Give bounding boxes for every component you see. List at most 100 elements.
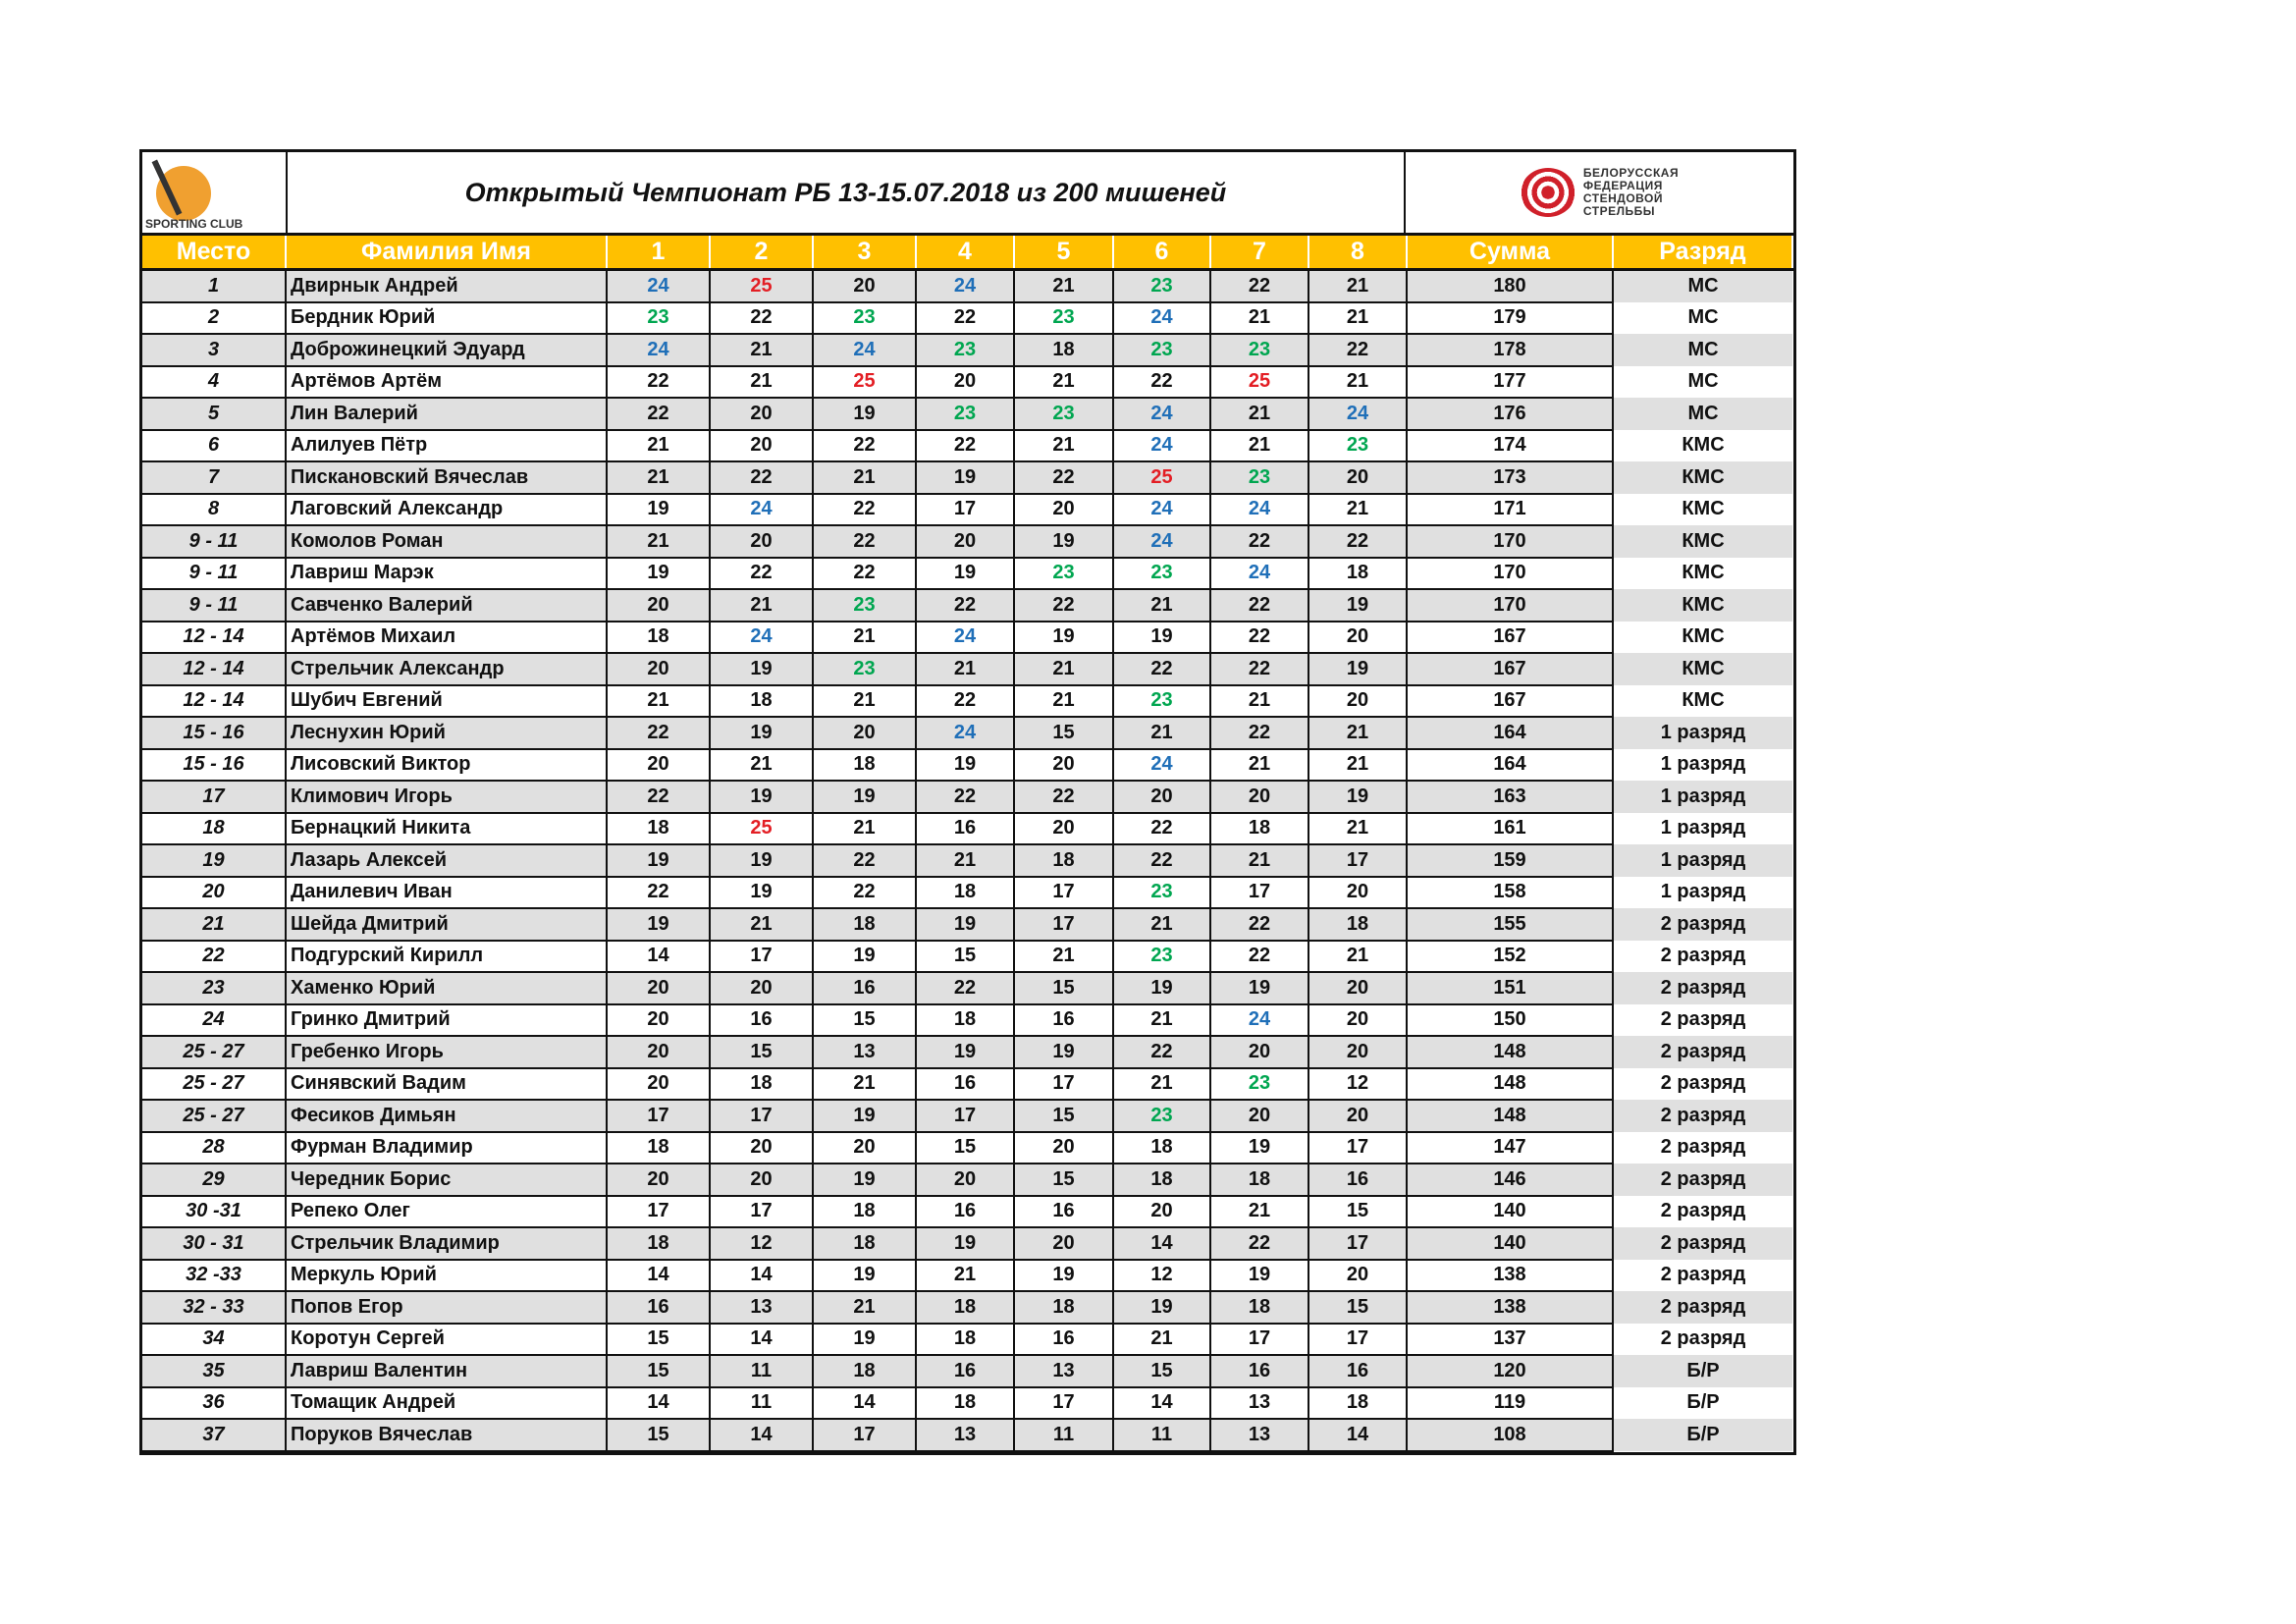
score-cell: 22 [1113, 1036, 1211, 1069]
name-cell: Бердник Юрий [286, 301, 608, 335]
score-cell: 25 [1210, 365, 1309, 399]
score-cell: 18 [813, 1227, 917, 1261]
score-cell: 22 [1113, 812, 1211, 845]
score-cell: 21 [916, 653, 1015, 686]
place-cell: 9 - 11 [142, 589, 287, 623]
score-cell: 14 [710, 1419, 814, 1452]
table-row: 9 - 11 Комолов Роман 21 20 22 20 19 24 22 22 170 КМ… [142, 525, 1792, 559]
table-row: 12 - 14 Стрельчик Александр 20 19 23 21 21 22 22… [142, 653, 1792, 686]
score-cell: 14 [607, 1386, 711, 1420]
score-cell: 19 [1014, 1036, 1114, 1069]
score-cell: 13 [1210, 1419, 1309, 1452]
score-cell: 17 [1308, 844, 1408, 878]
score-cell: 19 [813, 398, 917, 431]
score-cell: 20 [916, 365, 1015, 399]
place-cell: 37 [142, 1419, 287, 1452]
score-cell: 21 [813, 1291, 917, 1325]
score-cell: 21 [1113, 1003, 1211, 1037]
score-cell: 22 [1210, 908, 1309, 942]
score-cell: 20 [1308, 684, 1408, 718]
place-cell: 4 [142, 365, 287, 399]
rank-cell: МС [1687, 370, 1719, 393]
place-cell: 36 [142, 1386, 287, 1420]
score-cell: 21 [813, 812, 917, 845]
place-cell: 30 - 31 [142, 1227, 287, 1261]
name-cell: Гребенко Игорь [286, 1036, 608, 1069]
sum-cell: 173 [1407, 461, 1614, 495]
table-row: 2 Бердник Юрий 23 22 23 22 23 24 21 21 179 МС [142, 301, 1792, 335]
score-cell: 20 [1308, 621, 1408, 654]
sum-cell: 147 [1407, 1131, 1614, 1164]
score-cell: 19 [813, 940, 917, 973]
score-cell: 15 [1113, 1355, 1211, 1388]
score-cell: 15 [607, 1419, 711, 1452]
score-cell: 17 [607, 1100, 711, 1133]
score-cell: 20 [813, 269, 917, 303]
score-cell: 24 [710, 621, 814, 654]
sum-cell: 159 [1407, 844, 1614, 878]
sum-cell: 161 [1407, 812, 1614, 845]
table-row: 25 - 27 Фесиков Димьян 17 17 19 17 15 23 20 20 148… [142, 1100, 1792, 1133]
score-cell: 19 [1113, 621, 1211, 654]
score-cell: 21 [1113, 1323, 1211, 1356]
score-cell: 20 [1308, 461, 1408, 495]
table-row: 20 Данилевич Иван 22 19 22 18 17 23 17 20 158 1 раз… [142, 876, 1792, 909]
place-cell: 6 [142, 429, 287, 462]
score-cell: 25 [1113, 461, 1211, 495]
score-cell: 21 [916, 1259, 1015, 1292]
score-cell: 21 [1308, 301, 1408, 335]
score-cell: 22 [607, 365, 711, 399]
score-cell: 17 [710, 1100, 814, 1133]
score-cell: 17 [710, 940, 814, 973]
score-cell: 20 [607, 972, 711, 1005]
score-cell: 16 [916, 1067, 1015, 1101]
score-cell: 19 [1210, 972, 1309, 1005]
score-cell: 25 [710, 812, 814, 845]
score-cell: 15 [916, 940, 1015, 973]
score-cell: 11 [710, 1386, 814, 1420]
target-icon [1520, 168, 1575, 217]
score-cell: 23 [813, 653, 917, 686]
sun-shape-icon [156, 166, 211, 221]
name-cell: Бернацкий Никита [286, 812, 608, 845]
table-row: 4 Артёмов Артём 22 21 25 20 21 22 25 21 177 МС [142, 365, 1792, 399]
name-cell: Попов Егор [286, 1291, 608, 1325]
score-cell: 19 [813, 1323, 917, 1356]
table-row: 15 - 16 Лисовский Виктор 20 21 18 19 20 24 21 21 1… [142, 748, 1792, 782]
score-cell: 22 [607, 876, 711, 909]
score-cell: 22 [813, 525, 917, 559]
score-cell: 20 [1308, 972, 1408, 1005]
score-cell: 19 [813, 781, 917, 814]
score-cell: 18 [1308, 557, 1408, 590]
score-cell: 22 [916, 429, 1015, 462]
place-cell: 15 - 16 [142, 717, 287, 750]
sum-cell: 148 [1407, 1100, 1614, 1133]
sporting-club-logo-text: SPORTING CLUB [145, 217, 243, 231]
score-cell: 20 [607, 1164, 711, 1197]
score-cell: 20 [710, 1131, 814, 1164]
score-cell: 22 [916, 589, 1015, 623]
place-cell: 12 - 14 [142, 653, 287, 686]
score-cell: 20 [607, 589, 711, 623]
score-cell: 21 [1308, 940, 1408, 973]
score-cell: 19 [916, 748, 1015, 782]
rank-cell: 1 разряд [1613, 781, 1792, 813]
table-row: 8 Лаговский Александр 19 24 22 17 20 24 24 21 171 К… [142, 493, 1792, 526]
score-cell: 20 [1308, 876, 1408, 909]
score-cell: 21 [1014, 429, 1114, 462]
column-header-series-5: 5 [1014, 236, 1114, 271]
score-cell: 21 [1113, 1067, 1211, 1101]
score-cell: 17 [1210, 876, 1309, 909]
table-row: 32 - 33 Попов Егор 16 13 21 18 18 19 18 15 138 2 ра… [142, 1291, 1792, 1325]
score-cell: 20 [1113, 781, 1211, 814]
score-cell: 15 [1014, 972, 1114, 1005]
score-cell: 22 [916, 972, 1015, 1005]
score-cell: 18 [607, 1131, 711, 1164]
score-cell: 21 [710, 748, 814, 782]
score-cell: 20 [607, 653, 711, 686]
score-cell: 24 [1308, 398, 1408, 431]
score-cell: 21 [1113, 717, 1211, 750]
score-cell: 22 [607, 398, 711, 431]
score-cell: 22 [916, 684, 1015, 718]
score-cell: 13 [916, 1419, 1015, 1452]
